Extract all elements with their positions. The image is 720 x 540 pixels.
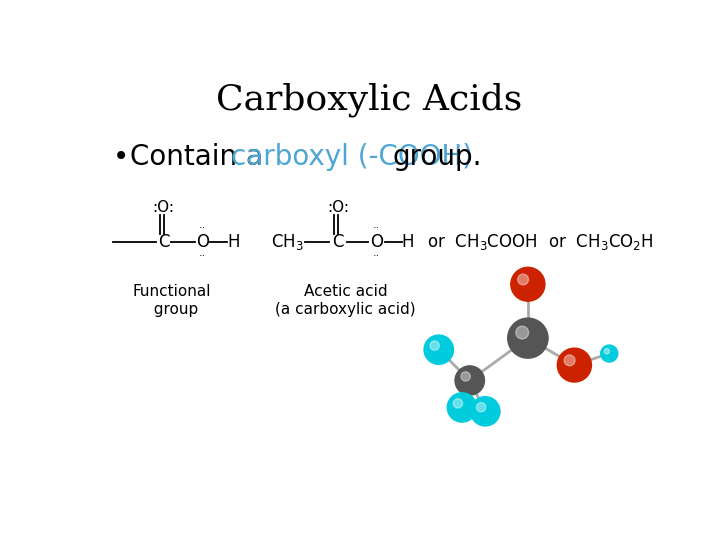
Text: C: C (158, 233, 169, 251)
Text: C: C (332, 233, 343, 251)
Text: $\mathregular{CH_3}$: $\mathregular{CH_3}$ (271, 232, 304, 252)
Text: Contain a: Contain a (130, 143, 264, 171)
Circle shape (461, 372, 470, 381)
Text: O: O (196, 233, 209, 251)
Text: H: H (402, 233, 414, 251)
Text: Carboxylic Acids: Carboxylic Acids (216, 82, 522, 117)
Text: •: • (113, 143, 130, 171)
Text: ··: ·· (199, 251, 206, 261)
Circle shape (453, 399, 462, 408)
Circle shape (557, 348, 591, 382)
Circle shape (564, 355, 575, 366)
Circle shape (518, 274, 528, 285)
Text: $\mathregular{or\ \ CH_3COOH\ \ or\ \ CH_3CO_2H}$: $\mathregular{or\ \ CH_3COOH\ \ or\ \ CH… (427, 232, 654, 252)
Text: O: O (370, 233, 383, 251)
Circle shape (447, 393, 477, 422)
Text: :O:: :O: (153, 200, 175, 215)
Text: group.: group. (392, 143, 482, 171)
Circle shape (424, 335, 454, 365)
Text: H: H (227, 233, 240, 251)
Circle shape (604, 348, 610, 354)
Circle shape (508, 318, 548, 358)
Text: carboxyl (-COOH): carboxyl (-COOH) (231, 143, 473, 171)
Circle shape (600, 345, 618, 362)
Circle shape (430, 341, 439, 350)
Text: ··: ·· (199, 223, 206, 233)
Text: :O:: :O: (327, 200, 349, 215)
Text: Functional
  group: Functional group (132, 284, 211, 316)
Text: ··: ·· (373, 251, 380, 261)
Text: Acetic acid
(a carboxylic acid): Acetic acid (a carboxylic acid) (276, 284, 416, 316)
Circle shape (510, 267, 545, 301)
Circle shape (477, 402, 486, 412)
Text: ··: ·· (373, 223, 380, 233)
Circle shape (516, 326, 528, 339)
Circle shape (455, 366, 485, 395)
Circle shape (471, 397, 500, 426)
